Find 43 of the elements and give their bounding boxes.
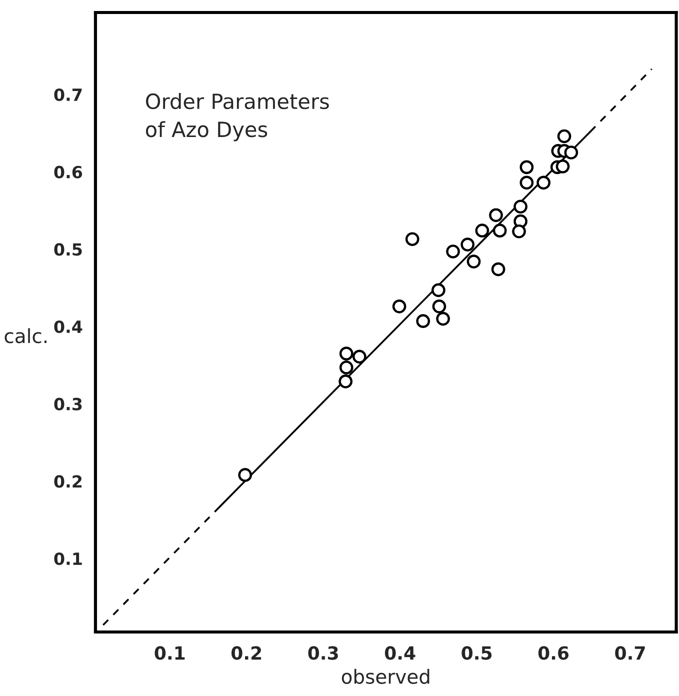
point bbox=[514, 200, 528, 214]
point bbox=[416, 314, 430, 328]
y-tick-label: 0.5 bbox=[54, 243, 82, 256]
point bbox=[466, 254, 481, 268]
point bbox=[446, 244, 460, 258]
y-tick-label: 0.6 bbox=[54, 166, 82, 178]
point bbox=[556, 160, 570, 174]
point bbox=[491, 262, 506, 276]
x-tick-label: 0.4 bbox=[384, 646, 416, 660]
point bbox=[238, 468, 252, 482]
point bbox=[436, 312, 450, 326]
point bbox=[492, 224, 507, 238]
x-axis-title: observed bbox=[342, 668, 430, 684]
point bbox=[339, 346, 354, 360]
point bbox=[520, 176, 534, 190]
point bbox=[392, 299, 406, 314]
point bbox=[512, 224, 526, 238]
y-tick-label: 0.4 bbox=[54, 320, 82, 334]
x-tick-label: 0.6 bbox=[538, 646, 569, 660]
x-tick-label: 0.7 bbox=[615, 646, 645, 660]
y-tick-label: 0.1 bbox=[54, 552, 82, 566]
point bbox=[520, 160, 534, 174]
point bbox=[405, 232, 420, 246]
y-tick-label: 0.2 bbox=[54, 475, 82, 488]
point bbox=[432, 299, 446, 314]
x-tick-label: 0.2 bbox=[231, 646, 262, 660]
point bbox=[475, 224, 490, 238]
point bbox=[536, 176, 550, 190]
point bbox=[352, 350, 366, 364]
y-axis-title: calc. bbox=[4, 328, 46, 344]
point bbox=[564, 146, 578, 160]
point bbox=[432, 283, 446, 298]
point bbox=[338, 374, 353, 388]
point bbox=[557, 129, 572, 144]
x-tick-label: 0.1 bbox=[154, 646, 185, 660]
x-tick-label: 0.5 bbox=[462, 646, 492, 660]
point bbox=[339, 360, 354, 374]
y-tick-label: 0.7 bbox=[54, 88, 82, 102]
point bbox=[489, 208, 503, 222]
annotation: Order Parameters of Azo Dyes bbox=[146, 93, 329, 142]
y-tick-label: 0.3 bbox=[54, 398, 82, 410]
point bbox=[460, 238, 475, 252]
x-tick-label: 0.3 bbox=[308, 646, 338, 660]
